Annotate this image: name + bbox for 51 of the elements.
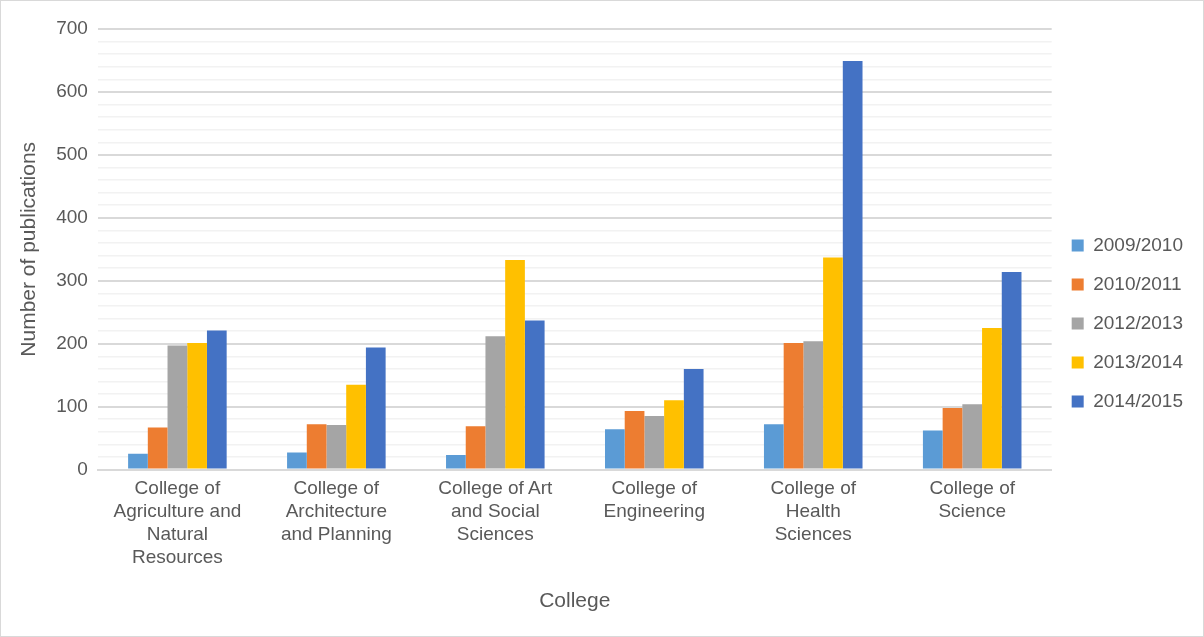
y-tick-label: 300: [56, 269, 88, 291]
y-axis-title: Number of publications: [16, 141, 40, 357]
bar: [326, 424, 347, 469]
bar: [942, 407, 963, 469]
bar: [147, 427, 168, 469]
bar: [206, 330, 227, 469]
bar: [624, 411, 645, 469]
bar: [783, 343, 804, 469]
legend-label: 2010/2011: [1093, 272, 1182, 294]
bar: [167, 345, 188, 469]
x-tick-label: College of Agriculture and Natural Resources: [113, 477, 242, 567]
bar: [803, 341, 824, 469]
bar: [644, 416, 665, 469]
bar: [187, 343, 207, 469]
legend-label: 2013/2014: [1093, 350, 1184, 372]
y-tick-label: 700: [56, 17, 88, 39]
bar: [763, 424, 784, 469]
x-tick-label: College of Engineering: [603, 477, 705, 522]
bar: [524, 320, 545, 469]
x-tick-label: College of Health Sciences: [770, 477, 857, 544]
bar: [485, 336, 506, 469]
bar: [823, 257, 843, 469]
y-tick-label: 200: [56, 331, 88, 353]
y-tick-label: 0: [77, 457, 88, 479]
bar: [128, 453, 148, 469]
x-axis-title: College: [539, 588, 611, 612]
bar: [365, 347, 386, 469]
bar: [605, 429, 625, 469]
bar: [287, 452, 307, 469]
bar: [446, 455, 466, 469]
y-tick-label: 500: [56, 143, 88, 165]
bar: [683, 368, 704, 469]
x-tick-label: College of Science: [929, 477, 1016, 522]
bar: [505, 260, 525, 469]
bar: [982, 327, 1002, 469]
x-tick-label: College of Architecture and Planning: [280, 477, 392, 544]
bar: [842, 61, 863, 469]
bar: [962, 404, 983, 469]
legend-label: 2012/2013: [1093, 311, 1184, 333]
bar: [1001, 271, 1022, 469]
bar: [664, 400, 684, 469]
bar: [465, 426, 486, 469]
y-tick-label: 100: [56, 394, 88, 416]
x-tick-label: College of Art and Social Sciences: [438, 477, 554, 544]
y-tick-label: 400: [56, 206, 88, 228]
legend-label: 2014/2015: [1093, 389, 1184, 411]
bar: [922, 430, 943, 469]
bar: [306, 424, 327, 469]
legend-label: 2009/2010: [1093, 233, 1184, 255]
y-tick-label: 600: [56, 80, 88, 102]
bar: [346, 384, 366, 469]
